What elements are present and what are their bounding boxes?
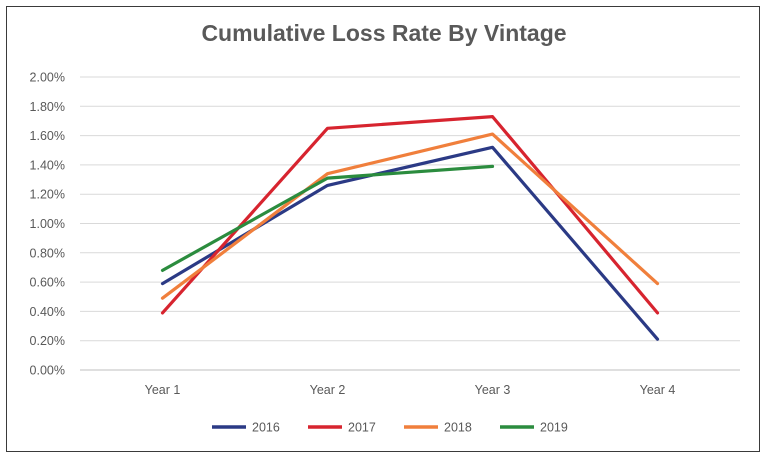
legend: 2016 2017 2018 2019 (212, 421, 568, 435)
y-tick-label: 2.00% (30, 71, 65, 85)
legend-label-2019: 2019 (540, 421, 568, 435)
y-tick-label: 1.80% (30, 100, 65, 114)
y-tick-label: 0.20% (30, 334, 65, 348)
y-tick-label: 0.80% (30, 246, 65, 260)
series-line-2017 (160, 114, 660, 315)
y-tick-label: 0.60% (30, 276, 65, 290)
y-tick-label: 1.00% (30, 217, 65, 231)
y-tick-label: 1.40% (30, 158, 65, 172)
chart-frame (6, 6, 760, 452)
y-tick-label: 1.60% (30, 129, 65, 143)
y-tick-label: 1.20% (30, 188, 65, 202)
legend-label-2016: 2016 (252, 421, 280, 435)
y-tick-label: 0.40% (30, 305, 65, 319)
legend-label-2018: 2018 (444, 421, 472, 435)
series-line-2019 (160, 164, 495, 272)
x-tick-label: Year 3 (475, 383, 511, 397)
legend-label-2017: 2017 (348, 421, 376, 435)
y-tick-label: 0.00% (30, 364, 65, 378)
series-layer (160, 114, 660, 341)
y-axis-ticks: 0.00% 0.20% 0.40% 0.60% 0.80% 1.00% 1.20% 1.40%… (30, 71, 65, 378)
series-line-2018 (160, 132, 660, 300)
x-axis-ticks: Year 1 Year 2 Year 3 Year 4 (145, 383, 676, 397)
x-tick-label: Year 4 (640, 383, 676, 397)
x-tick-label: Year 2 (310, 383, 346, 397)
x-tick-label: Year 1 (145, 383, 181, 397)
chart-title: Cumulative Loss Rate By Vintage (201, 20, 567, 46)
